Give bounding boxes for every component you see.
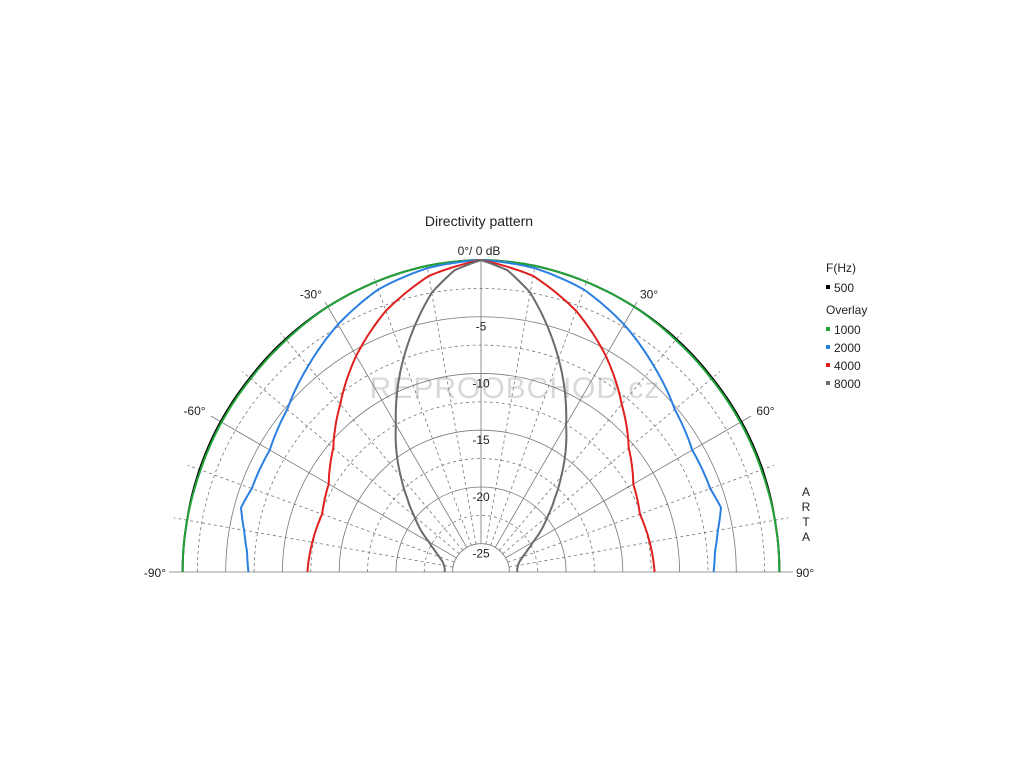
grid-ring-minor <box>423 515 539 573</box>
grid-spoke-minor <box>490 278 589 546</box>
grid-spoke-minor <box>508 517 789 568</box>
series-line-8000 <box>394 259 568 573</box>
grid-spoke-minor <box>498 332 682 551</box>
tick-labels: 0°/ 0 dB -5 -10 -15 -20 -25 -90° -60° -30° 30° 60… <box>144 244 815 580</box>
grid-spoke-minor <box>173 517 454 568</box>
polar-grid <box>169 260 793 573</box>
legend-overlay-header: Overlay <box>826 303 867 317</box>
legend-header: F(Hz) <box>826 261 856 275</box>
grid-ring-minor <box>310 401 652 573</box>
grid-ring-minor <box>367 458 595 573</box>
grid-ring <box>452 543 510 573</box>
brand-letter: T <box>802 515 810 529</box>
legend-entry: 2000 <box>834 341 861 355</box>
chart-title: Directivity pattern <box>425 213 533 229</box>
legend-swatch <box>826 345 830 349</box>
angle-tick-label: -30° <box>300 288 322 302</box>
grid-spoke-minor <box>373 278 472 546</box>
legend-swatch <box>826 363 830 367</box>
legend-entry: 500 <box>834 281 854 295</box>
series-layer <box>181 259 781 573</box>
grid-spoke-minor <box>485 264 536 545</box>
grid-spoke-minor <box>507 464 775 563</box>
radial-tick-label: -15 <box>472 433 490 447</box>
brand-letter: R <box>802 500 811 514</box>
grid-spoke-minor <box>502 371 721 555</box>
brand-letter: A <box>802 530 810 544</box>
angle-tick-label: -90° <box>144 566 166 580</box>
legend-swatch <box>826 327 830 331</box>
watermark: REPROOBCHOD.cz <box>370 372 661 405</box>
brand-letter: A <box>802 485 810 499</box>
grid-spoke <box>505 415 752 559</box>
legend: F(Hz) 500 Overlay 1000 2000 4000 8000 <box>826 261 867 391</box>
legend-entry: 4000 <box>834 359 861 373</box>
radial-tick-label: -5 <box>476 320 487 334</box>
radial-tick-label: -10 <box>472 376 490 390</box>
grid-spoke-minor <box>426 264 477 545</box>
grid-spoke-minor <box>187 464 455 563</box>
legend-entry: 1000 <box>834 323 861 337</box>
angle-tick-label: 30° <box>640 288 658 302</box>
top-label: 0°/ 0 dB <box>458 244 501 258</box>
radial-tick-label: -25 <box>472 547 490 561</box>
legend-swatch <box>826 285 830 289</box>
angle-tick-label: 60° <box>756 404 774 418</box>
angle-tick-label: 90° <box>796 566 814 580</box>
legend-entry: 8000 <box>834 377 861 391</box>
legend-swatch <box>826 381 830 385</box>
angle-tick-label: -60° <box>183 404 205 418</box>
grid-spoke <box>210 415 457 559</box>
grid-spoke-minor <box>280 332 464 551</box>
grid-spoke-minor <box>241 371 460 555</box>
radial-tick-label: -20 <box>472 490 490 504</box>
